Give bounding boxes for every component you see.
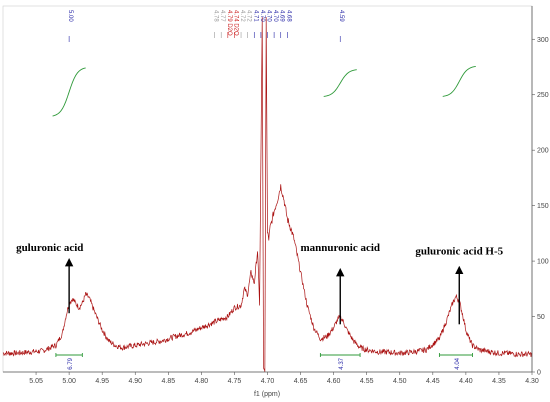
- peak-label: 4.69: [279, 10, 285, 22]
- x-tick-label: 4.45: [426, 378, 440, 385]
- x-tick-label: 4.50: [393, 378, 407, 385]
- x-tick-label: 4.80: [195, 378, 209, 385]
- x-tick-label: 4.30: [525, 378, 539, 385]
- x-axis-title: f1 (ppm): [254, 391, 280, 398]
- annotation-label: guluronic acid: [16, 242, 83, 254]
- peak-label: 4.70: [266, 10, 272, 22]
- integral-bars: 6.79 4.37 4.04: [55, 353, 473, 370]
- integral-curve: [52, 67, 86, 117]
- peak-label: 4.79 D2O: [226, 10, 232, 36]
- integral-curve: [442, 66, 476, 97]
- y-tick-label: 100: [537, 259, 549, 266]
- peak-label: 4.74 D2O: [232, 10, 238, 36]
- peak-label: 4.70: [272, 10, 278, 22]
- peak-label: 5.00: [67, 10, 73, 22]
- x-tick-label: 4.75: [228, 378, 242, 385]
- x-tick-label: 4.35: [492, 378, 506, 385]
- integral-value: 4.04: [455, 357, 461, 369]
- x-tick-label: 4.95: [95, 378, 109, 385]
- peak-label: 4.72: [239, 10, 245, 22]
- peak-label: 4.70: [259, 10, 265, 22]
- x-tick-label: 4.70: [261, 378, 275, 385]
- x-axis: 5.05 5.00 4.95 4.90 4.85 4.80 4.75 4.70 4.65 4.60…: [3, 371, 539, 385]
- peak-label: 4.59: [338, 10, 344, 22]
- annotations: guluronic acid mannuronic acid guluronic a…: [16, 242, 504, 325]
- y-tick-label: 0: [537, 370, 541, 377]
- x-tick-label: 4.90: [128, 378, 142, 385]
- x-tick-label: 4.60: [327, 378, 341, 385]
- x-tick-label: 4.65: [294, 378, 308, 385]
- y-axis: 0 50 100 150 200 250 300: [531, 6, 549, 377]
- annotation-label: guluronic acid H-5: [415, 245, 503, 257]
- x-tick-label: 4.40: [459, 378, 473, 385]
- y-tick-label: 50: [537, 314, 545, 321]
- peak-labels: 5.00 4.78 4.77 4.79 D2O 4.74 D2O 4.72 4.72 4.71…: [67, 10, 344, 42]
- peak-label: 4.78: [213, 10, 219, 22]
- spectrum-line: [2, 17, 533, 373]
- x-tick-label: 4.85: [162, 378, 176, 385]
- y-tick-label: 250: [537, 92, 549, 99]
- integral-curves: [52, 66, 476, 117]
- x-tick-label: 5.00: [62, 378, 76, 385]
- peak-label: 4.77: [219, 10, 225, 22]
- peak-label: 4.72: [246, 10, 252, 22]
- integral-value: 4.37: [339, 357, 345, 369]
- x-tick-label: 5.05: [29, 378, 43, 385]
- peak-label: 4.71: [252, 10, 258, 22]
- spectrum-layer: [2, 17, 533, 373]
- y-tick-label: 200: [537, 148, 549, 155]
- annotation-label: mannuronic acid: [300, 242, 380, 254]
- y-tick-label: 150: [537, 203, 549, 210]
- integral-curve: [323, 69, 357, 97]
- peak-label: 4.68: [285, 10, 291, 22]
- y-tick-label: 300: [537, 37, 549, 44]
- integral-value: 6.79: [68, 357, 74, 369]
- x-tick-label: 4.55: [360, 378, 374, 385]
